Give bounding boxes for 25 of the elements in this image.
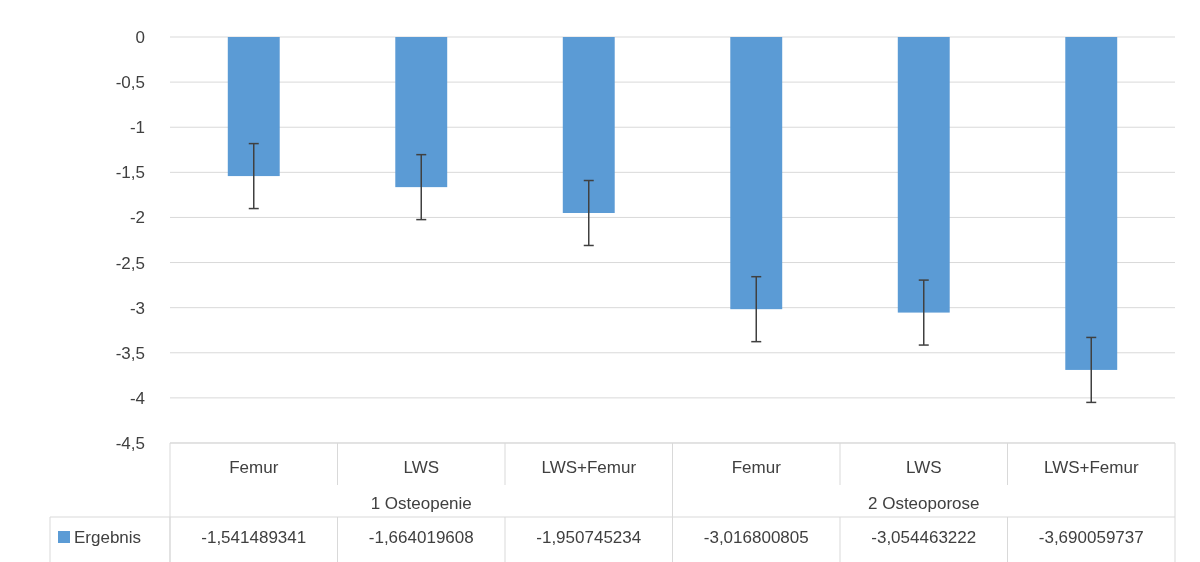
y-tick-label: -1,5	[115, 163, 145, 183]
y-tick-label: -0,5	[115, 73, 145, 93]
x-tick-label: Femur	[229, 457, 279, 477]
y-tick-label: 0	[135, 27, 145, 47]
x-tick-label: LWS+Femur	[541, 457, 637, 477]
data-label: -3,690059737	[1038, 527, 1144, 547]
legend-label: Ergebnis	[74, 527, 142, 547]
x-tick-label: LWS	[905, 457, 942, 477]
text: 1 Osteopenie	[370, 493, 472, 513]
x-tick-label: Femur	[731, 457, 782, 477]
data-label: -3,016800805	[703, 527, 809, 547]
y-tick-label: -4,5	[115, 433, 145, 453]
data-label: -1,541489341	[201, 527, 307, 547]
x-tick-label: LWS	[403, 457, 440, 477]
y-tick-label: -1	[129, 118, 145, 138]
text: 2 Osteoporose	[867, 493, 980, 513]
x-tick-label: LWS+Femur	[1043, 457, 1139, 477]
y-tick-label: -3,5	[115, 343, 145, 363]
data-label: -3,054463222	[871, 527, 977, 547]
data-label: -1,664019608	[368, 527, 474, 547]
y-tick-label: -2	[129, 208, 145, 228]
y-tick-label: -2,5	[115, 253, 145, 273]
y-tick-label: -4	[129, 388, 145, 408]
y-tick-label: -3	[129, 298, 145, 318]
data-label: -1,950745234	[536, 527, 642, 547]
